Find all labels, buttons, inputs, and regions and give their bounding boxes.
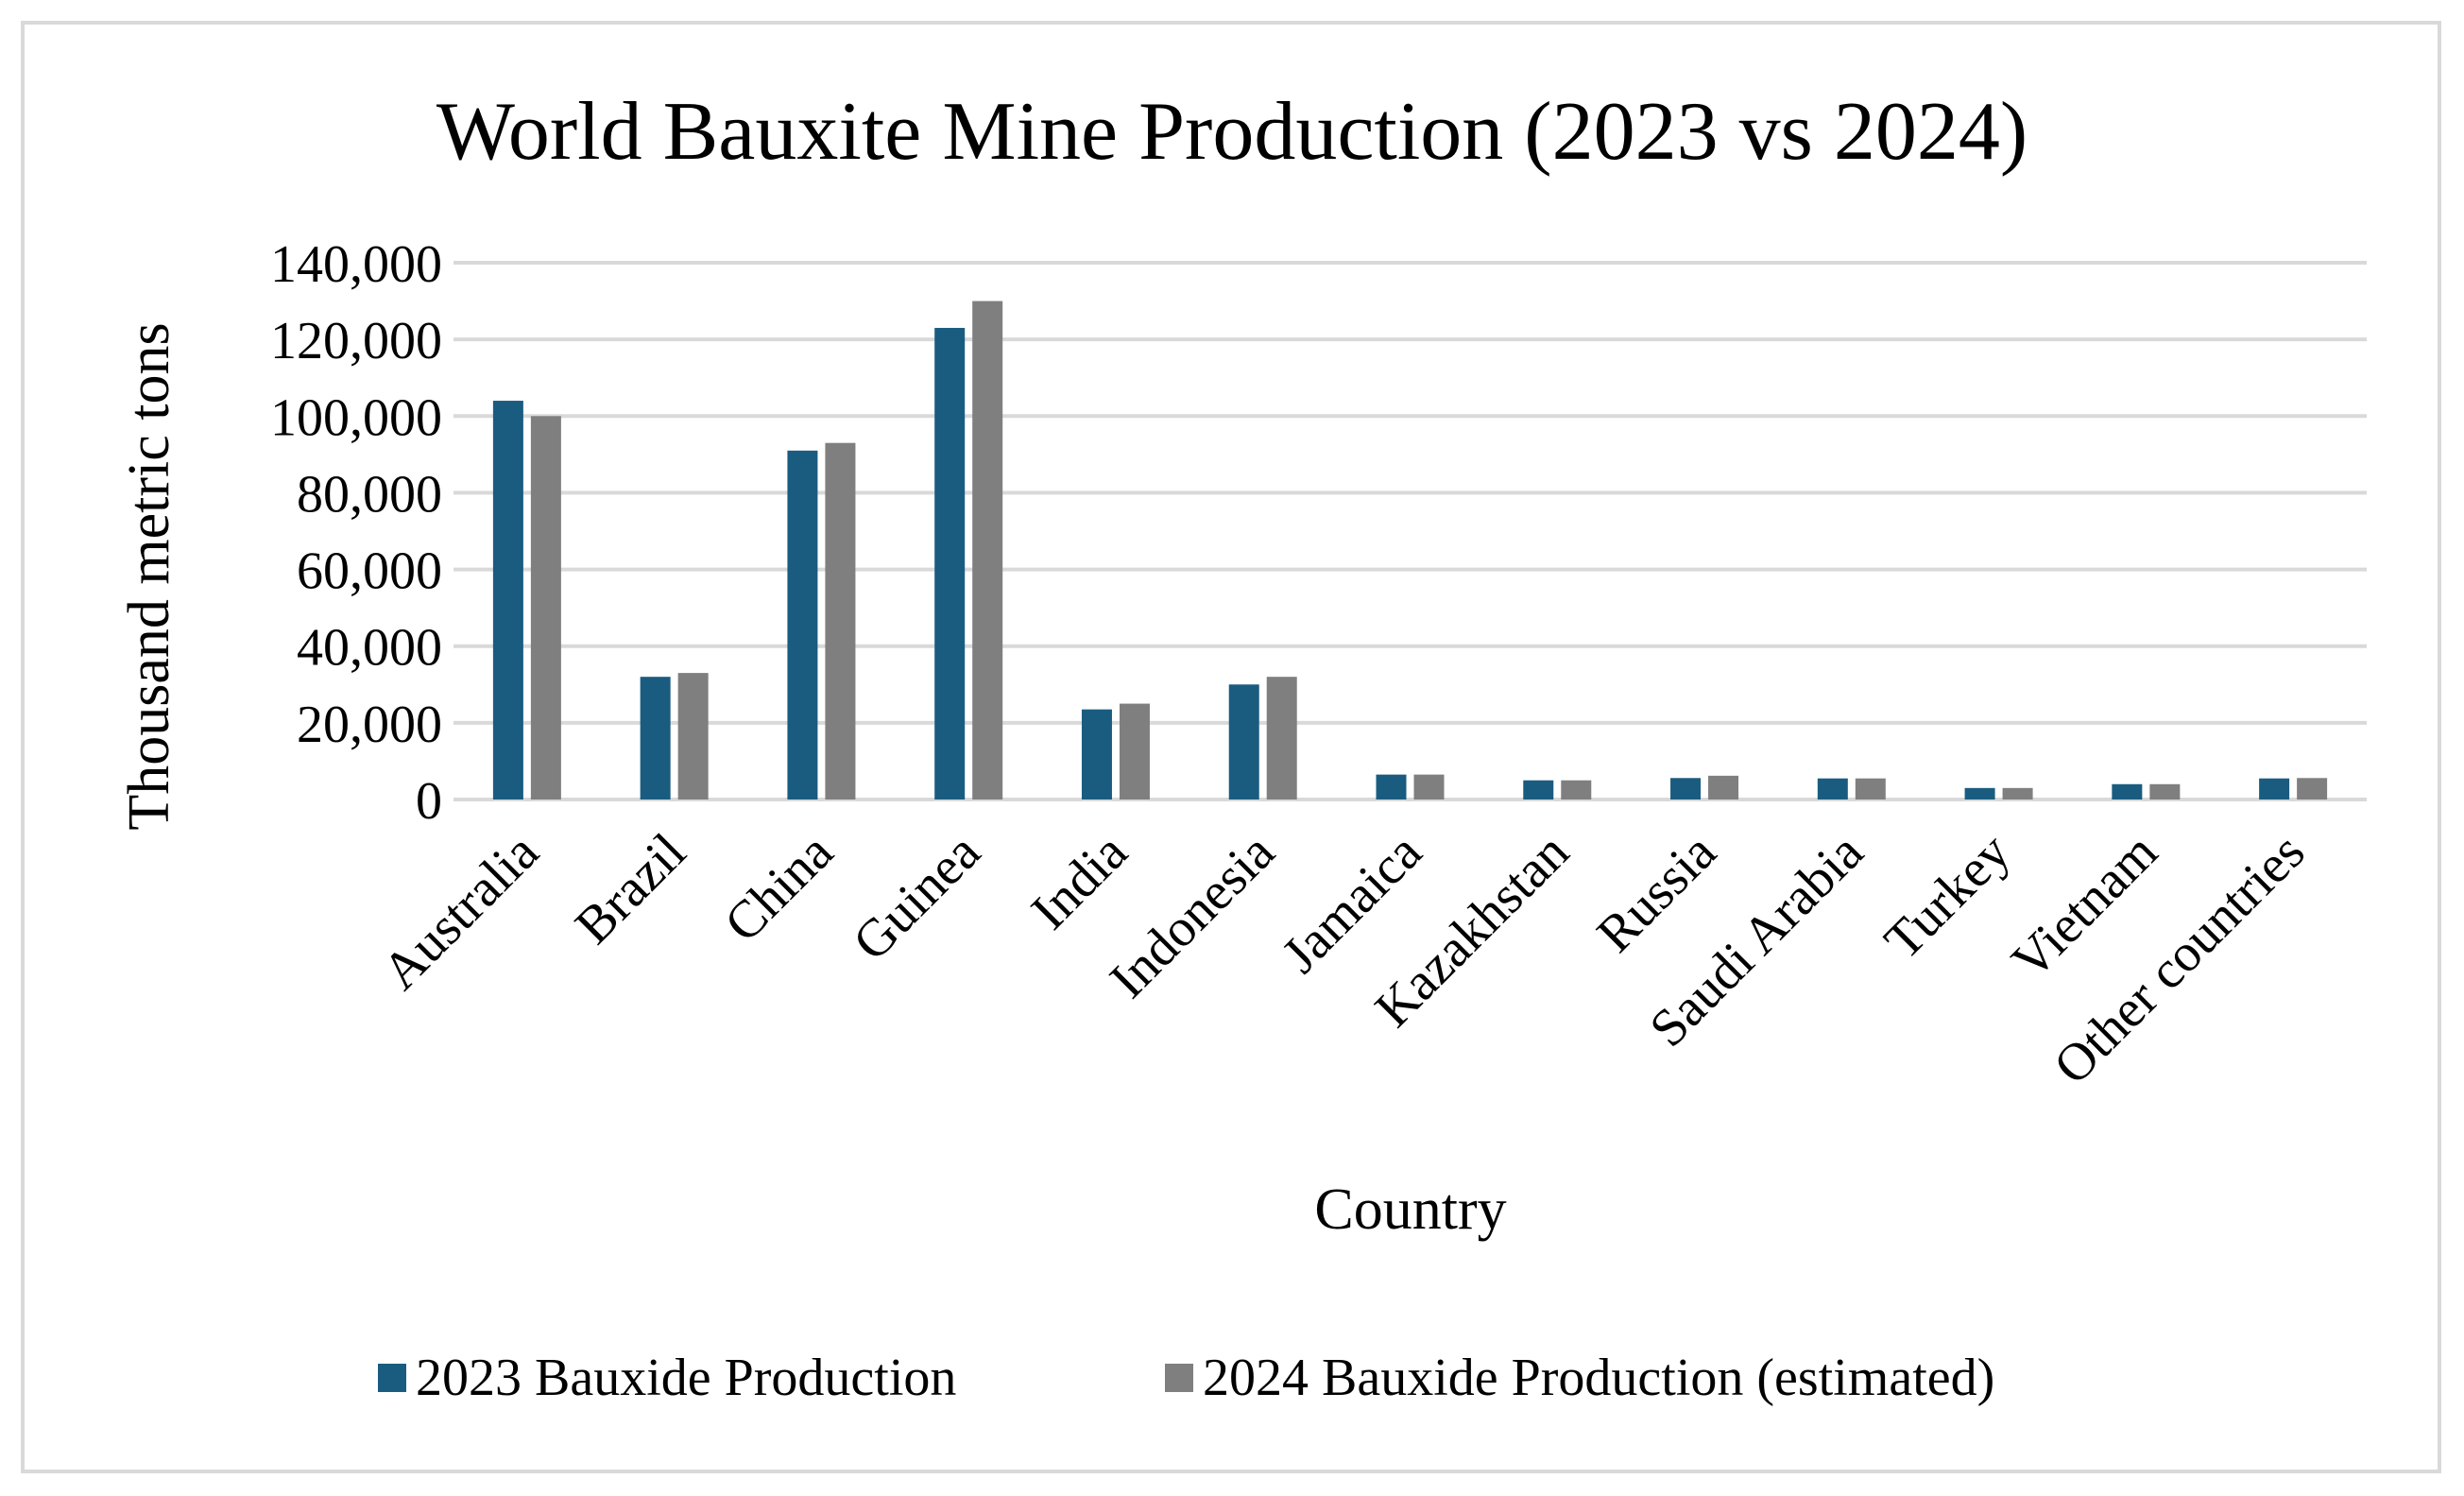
y-tick-label: 120,000 — [270, 312, 442, 370]
bar-2023-saudi-arabia — [1817, 778, 1848, 800]
x-tick-label: China — [713, 822, 845, 954]
bar-2023-brazil — [640, 677, 671, 800]
bar-2023-jamaica — [1376, 774, 1407, 800]
x-axis-label: Country — [1314, 1178, 1506, 1242]
legend-item-2024: 2024 Bauxide Production (estimated) — [1165, 1349, 1994, 1407]
bar-2024-india — [1119, 703, 1150, 800]
bar-2024-indonesia — [1266, 677, 1297, 800]
bar-2024-kazakhstan — [1561, 780, 1592, 800]
bar-2024-saudi-arabia — [1855, 778, 1886, 800]
bar-2024-brazil — [677, 673, 709, 800]
bar-2023-indonesia — [1228, 684, 1259, 800]
bar-2024-china — [825, 442, 856, 800]
y-tick-label: 40,000 — [297, 619, 442, 678]
x-tick-label: Turkey — [1874, 822, 2022, 971]
x-tick-label: Other countries — [2043, 822, 2316, 1095]
y-tick-label: 140,000 — [270, 235, 442, 294]
y-tick-label: 0 — [416, 772, 442, 831]
y-axis-tick-labels: 0 20,000 40,000 60,000 80,000 100,000 120,000 1… — [270, 235, 442, 831]
bar-2023-guinea — [934, 327, 966, 800]
legend-swatch-2024 — [1165, 1364, 1193, 1392]
legend-label-2023: 2023 Bauxide Production — [416, 1349, 956, 1407]
bar-2024-russia — [1708, 775, 1739, 800]
x-tick-label: Australia — [371, 822, 550, 1001]
bars — [492, 301, 2328, 800]
bar-2024-vietnam — [2149, 783, 2181, 800]
bar-2023-vietnam — [2112, 783, 2143, 800]
x-tick-label: Indonesia — [1099, 822, 1286, 1009]
bar-2023-turkey — [1964, 787, 1995, 800]
bar-2023-kazakhstan — [1523, 780, 1554, 800]
y-tick-label: 100,000 — [270, 388, 442, 447]
gridlines — [453, 261, 2367, 801]
x-tick-label: Guinea — [842, 822, 991, 972]
legend-label-2024: 2024 Bauxide Production (estimated) — [1203, 1349, 1994, 1407]
y-axis-label: Thousand metric tons — [117, 322, 181, 830]
x-tick-label: Brazil — [564, 822, 697, 955]
bar-2024-jamaica — [1413, 774, 1445, 800]
y-tick-label: 20,000 — [297, 696, 442, 754]
x-tick-label: Russia — [1586, 822, 1728, 964]
y-tick-label: 80,000 — [297, 465, 442, 524]
chart-title: World Bauxite Mine Production (2023 vs 2… — [436, 86, 2028, 178]
legend-item-2023: 2023 Bauxide Production — [378, 1349, 956, 1407]
bar-2024-turkey — [2002, 787, 2033, 800]
bar-2023-australia — [492, 401, 523, 800]
bar-2024-other-countries — [2297, 778, 2328, 800]
x-tick-label: India — [1020, 822, 1138, 940]
bar-2023-russia — [1670, 778, 1702, 800]
y-tick-label: 60,000 — [297, 542, 442, 601]
legend-swatch-2023 — [378, 1364, 406, 1392]
bar-2024-australia — [530, 416, 561, 800]
bar-2024-guinea — [972, 301, 1003, 800]
legend: 2023 Bauxide Production 2024 Bauxide Pro… — [378, 1349, 1994, 1407]
bar-2023-other-countries — [2259, 778, 2290, 800]
bar-2023-china — [787, 450, 818, 800]
bar-2023-india — [1081, 709, 1112, 800]
